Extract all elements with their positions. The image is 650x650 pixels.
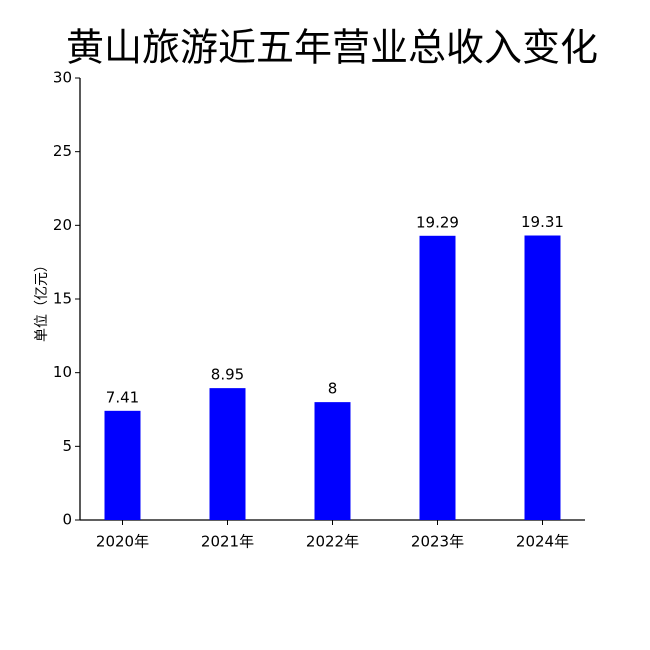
x-tick-label: 2021年 [201, 533, 254, 551]
bar [419, 235, 456, 520]
bar [209, 388, 246, 520]
bar [314, 402, 351, 520]
data-label: 8.95 [211, 366, 244, 384]
data-label: 7.41 [106, 388, 139, 406]
bar [524, 235, 561, 520]
y-tick-label: 0 [62, 511, 72, 529]
y-tick-label: 30 [53, 69, 72, 87]
data-label: 19.31 [521, 213, 564, 231]
data-label: 8 [328, 380, 338, 398]
y-tick-label: 5 [62, 437, 72, 455]
data-label: 19.29 [416, 213, 459, 231]
y-axis-label: 单位（亿元） [34, 258, 50, 342]
y-tick-label: 20 [53, 216, 72, 234]
y-tick-label: 15 [53, 290, 72, 308]
y-tick-label: 25 [53, 142, 72, 160]
x-tick-label: 2023年 [411, 533, 464, 551]
bar [104, 410, 141, 520]
x-tick-label: 2024年 [516, 533, 569, 551]
x-tick-label: 2022年 [306, 533, 359, 551]
chart-title: 黄山旅游近五年营业总收入变化 [66, 26, 598, 70]
y-tick-label: 10 [53, 363, 72, 381]
x-tick-label: 2020年 [96, 533, 149, 551]
